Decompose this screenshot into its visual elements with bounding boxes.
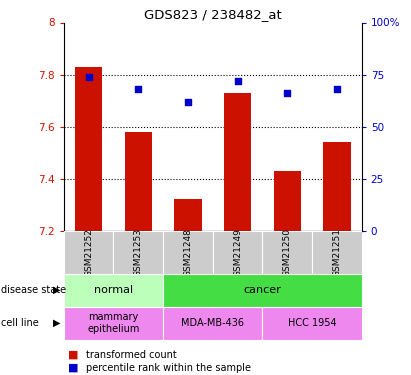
Bar — [262, 307, 362, 340]
Text: ▶: ▶ — [53, 285, 61, 295]
Point — [85, 74, 92, 80]
Text: normal: normal — [94, 285, 133, 295]
Point — [334, 86, 340, 92]
Text: disease state: disease state — [1, 285, 66, 295]
Text: ■: ■ — [68, 350, 79, 360]
Bar — [224, 93, 251, 231]
Bar — [312, 231, 362, 274]
Text: GSM21250: GSM21250 — [283, 228, 292, 277]
Bar — [113, 231, 163, 274]
Bar — [64, 307, 163, 340]
Bar — [174, 200, 201, 231]
Text: GSM21253: GSM21253 — [134, 228, 143, 277]
Text: mammary
epithelium: mammary epithelium — [87, 312, 140, 334]
Bar — [323, 142, 351, 231]
Text: ■: ■ — [68, 363, 79, 373]
Bar — [64, 274, 163, 307]
Text: GSM21248: GSM21248 — [183, 228, 192, 277]
Text: cancer: cancer — [243, 285, 281, 295]
Point — [284, 90, 291, 96]
Point — [185, 99, 191, 105]
Text: GSM21251: GSM21251 — [332, 228, 342, 277]
Text: cell line: cell line — [1, 318, 39, 328]
Bar — [75, 67, 102, 231]
Text: MDA-MB-436: MDA-MB-436 — [181, 318, 244, 328]
Title: GDS823 / 238482_at: GDS823 / 238482_at — [144, 8, 282, 21]
Text: transformed count: transformed count — [86, 350, 177, 360]
Bar — [274, 171, 301, 231]
Text: GSM21252: GSM21252 — [84, 228, 93, 277]
Bar — [64, 231, 113, 274]
Bar — [163, 231, 213, 274]
Bar — [125, 132, 152, 231]
Point — [135, 86, 141, 92]
Bar — [213, 231, 262, 274]
Text: GSM21249: GSM21249 — [233, 228, 242, 277]
Point — [234, 78, 241, 84]
Text: percentile rank within the sample: percentile rank within the sample — [86, 363, 251, 373]
Bar — [262, 231, 312, 274]
Bar — [163, 274, 362, 307]
Text: ▶: ▶ — [53, 318, 61, 328]
Text: HCC 1954: HCC 1954 — [288, 318, 336, 328]
Bar — [163, 307, 262, 340]
